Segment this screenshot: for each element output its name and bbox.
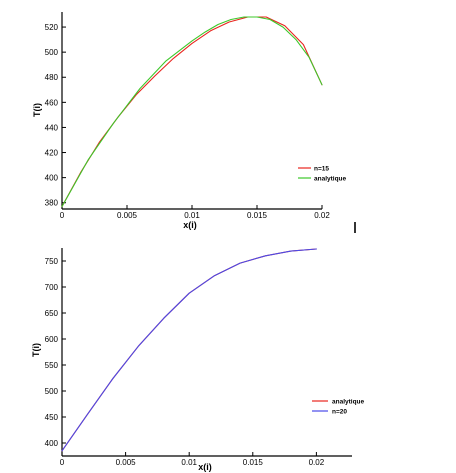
legend: n=15 analytique — [298, 166, 347, 183]
x-axis-label: x(i) — [183, 220, 197, 230]
y-tick-label: 420 — [45, 149, 59, 158]
y-tick-label: 440 — [45, 123, 59, 132]
y-tick-label: 750 — [45, 257, 59, 266]
legend-label-analytique: analytique — [332, 399, 365, 406]
x-tick-label: 0.015 — [247, 211, 268, 220]
x-tick-label: 0.005 — [116, 458, 137, 467]
x-axis-label: x(i) — [198, 462, 212, 472]
legend-label-n20: n=20 — [332, 409, 347, 416]
y-tick-label: 450 — [45, 413, 59, 422]
y-tick-label: 700 — [45, 283, 59, 292]
y-tick-label: 520 — [45, 23, 59, 32]
y-tick-label: 400 — [45, 174, 59, 183]
series-line-n20 — [61, 248, 317, 452]
series-line-analytique — [61, 248, 317, 452]
y-tick-label: 650 — [45, 309, 59, 318]
y-axis-label: T(i) — [31, 343, 41, 357]
chart-top: 0 0.005 0.01 0.015 0.02 380 400 420 440 460 480 50… — [32, 12, 347, 230]
y-tick-label: 600 — [45, 335, 59, 344]
y-tick-label: 500 — [45, 48, 59, 57]
y-tick-label: 500 — [45, 387, 59, 396]
x-tick-label: 0.01 — [181, 458, 197, 467]
series-line-analytique — [61, 16, 323, 208]
y-tick-label: 480 — [45, 73, 59, 82]
y-tick-label: 380 — [45, 199, 59, 208]
y-tick-label: 550 — [45, 361, 59, 370]
series-line-n15 — [61, 16, 323, 208]
legend: analytique n=20 — [312, 399, 365, 416]
y-tick-label: 400 — [45, 439, 59, 448]
x-tick-label: 0 — [60, 458, 65, 467]
x-tick-label: 0.01 — [184, 211, 200, 220]
x-tick-label: 0.015 — [243, 458, 264, 467]
legend-label-analytique: analytique — [314, 176, 347, 183]
chart-bottom: 0 0.005 0.01 0.015 0.02 400 450 500 550 600 650 70… — [31, 248, 365, 472]
x-tick-label: 0.005 — [117, 211, 138, 220]
legend-label-n15: n=15 — [314, 166, 329, 173]
x-tick-label: 0.02 — [314, 211, 330, 220]
x-tick-label: 0 — [60, 211, 65, 220]
y-tick-label: 460 — [45, 98, 59, 107]
y-axis-label: T(i) — [32, 103, 42, 117]
x-tick-label: 0.02 — [309, 458, 325, 467]
